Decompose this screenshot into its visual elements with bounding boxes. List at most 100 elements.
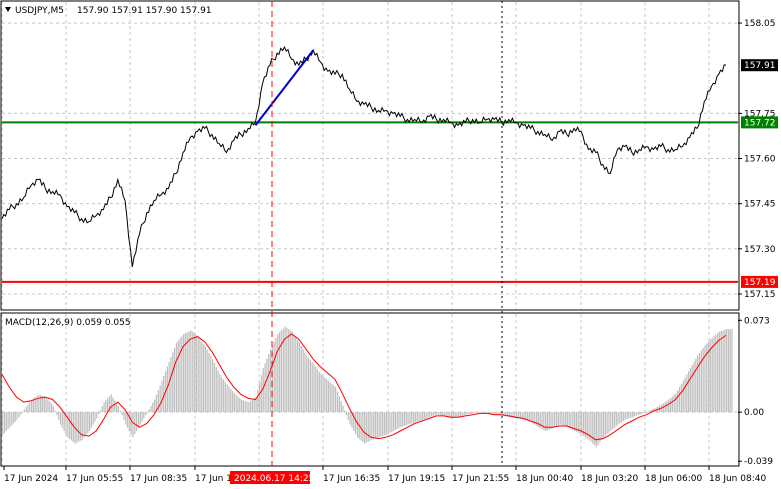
macd-bar [114,400,116,413]
macd-bar [192,331,194,413]
macd-bar [298,342,301,413]
macd-bar [552,412,554,429]
macd-bar [152,402,154,413]
macd-bar [722,330,724,413]
macd-bar [613,412,616,428]
macd-bar [202,344,205,413]
macd-bar [116,403,118,413]
macd-bar [29,402,31,413]
macd-bar [536,412,538,426]
macd-bar [128,412,130,431]
macd-bar [450,412,453,419]
macd-bar [474,412,476,413]
macd-bar [306,355,308,413]
macd-bar [577,412,579,433]
macd-bar [458,412,460,418]
macd-bar [525,412,527,421]
macd-bar [326,379,328,413]
macd-bar [505,412,507,417]
resistance-price-tag-bg [741,116,778,129]
macd-bar [666,400,668,413]
macd-bar [427,412,429,418]
macd-bar [496,412,498,415]
macd-bar [204,346,206,413]
macd-bar [117,405,120,413]
macd-bar [72,412,74,442]
macd-bar [54,410,56,413]
macd-bar [259,382,261,413]
macd-bar [507,412,509,417]
macd-panel[interactable]: -0.039 0.00 0.073 MACD(12,26,9) 0.059 0.05… [0,312,773,467]
macd-bar [566,412,568,428]
macd-bar [172,352,174,413]
price-tick-label-3: 157.60 [744,155,776,165]
macd-bar [407,412,409,425]
macd-bar [14,412,16,422]
macd-bar [277,334,279,413]
macd-bar [315,366,317,413]
macd-bar [7,412,9,430]
macd-bar [92,412,94,425]
macd-bar [718,331,721,413]
macd-bar [351,412,353,428]
macd-bar [385,412,387,435]
price-series-line [1,45,727,267]
macd-bar [593,412,596,446]
macd-bar [382,412,384,436]
macd-bar [242,400,244,413]
macd-bar [622,412,625,421]
macd-bar [311,362,313,413]
time-tick-label-5: 17 Jun 19:15 [388,474,445,484]
macd-bar [329,382,331,413]
time-tick-label-7: 18 Jun 00:40 [516,474,573,484]
macd-bar [619,412,621,424]
macd-bar [626,412,628,419]
macd-bar [356,412,359,438]
macd-bar [454,412,456,418]
macd-bar [608,412,610,433]
macd-bar [304,352,306,413]
macd-bar [429,412,431,418]
macd-bar [606,412,608,435]
macd-bar [289,330,292,413]
macd-bar [338,396,340,413]
dropdown-triangle-icon[interactable] [5,7,11,12]
macd-bar [411,412,413,424]
macd-bar [251,399,254,413]
price-tags: 157.72 157.19 157.91 [741,59,778,288]
macd-bar [284,326,286,413]
macd-bar [526,412,529,421]
macd-bar [67,412,69,438]
macd-bar [293,334,295,413]
macd-bar [316,369,319,413]
macd-bar [449,412,451,418]
price-tick-label-1: 157.30 [744,245,776,255]
macd-bar [137,412,140,428]
macd-bar [175,342,178,413]
macd-bar [682,380,684,413]
macd-bar [445,412,447,417]
macd-bar [347,412,349,420]
macd-bar [280,330,282,413]
macd-bar [85,412,87,436]
macd-bar [56,412,58,416]
macd-bar [512,412,514,418]
macd-bar [47,399,49,413]
macd-bar [631,412,634,418]
macd-bar [423,412,425,419]
macd-bar [295,337,297,413]
trend-line[interactable] [254,49,315,127]
macd-bar [673,394,675,413]
macd-bar [70,412,73,441]
macd-bar [555,412,558,427]
macd-bar [570,412,572,430]
macd-bar [684,377,686,413]
macd-bar [383,412,386,436]
macd-bar [228,386,230,413]
price-panel[interactable]: 157.15 157.30 157.45 157.60 157.75 158.05 157… [0,0,778,311]
macd-bar [590,412,592,442]
macd-bar [269,349,272,413]
macd-tick-label-0: -0.039 [744,457,773,467]
macd-bar [726,329,728,413]
macd-bar [420,412,422,421]
